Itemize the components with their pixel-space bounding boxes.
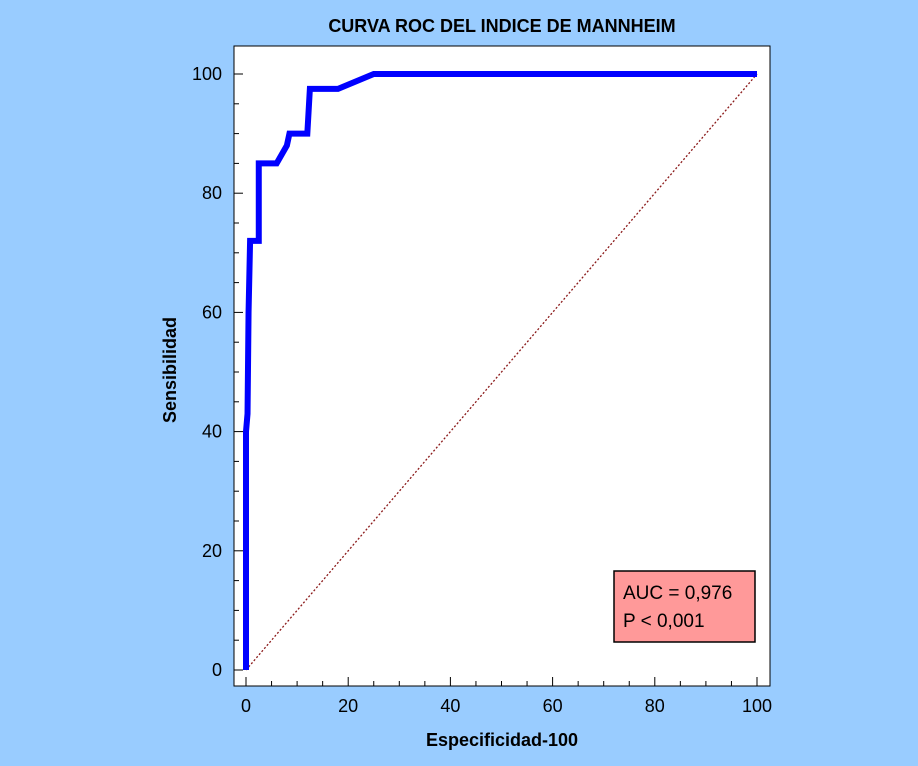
y-tick-label: 100	[192, 64, 222, 84]
p-value-label: P < 0,001	[623, 611, 705, 632]
y-axis-label: Sensibilidad	[160, 317, 180, 423]
y-tick-label: 60	[202, 302, 222, 322]
chart-title: CURVA ROC DEL INDICE DE MANNHEIM	[328, 16, 675, 36]
x-tick-label: 100	[742, 696, 772, 716]
y-tick-label: 80	[202, 183, 222, 203]
y-tick-label: 0	[212, 660, 222, 680]
x-tick-label: 80	[645, 696, 665, 716]
x-axis-label: Especificidad-100	[426, 730, 578, 750]
auc-annotation: AUC = 0,976 P < 0,001	[614, 571, 755, 642]
auc-value-label: AUC = 0,976	[623, 583, 732, 604]
x-tick-label: 40	[440, 696, 460, 716]
y-tick-label: 40	[202, 422, 222, 442]
x-tick-label: 0	[241, 696, 251, 716]
x-tick-label: 20	[338, 696, 358, 716]
x-tick-label: 60	[543, 696, 563, 716]
y-tick-label: 20	[202, 541, 222, 561]
